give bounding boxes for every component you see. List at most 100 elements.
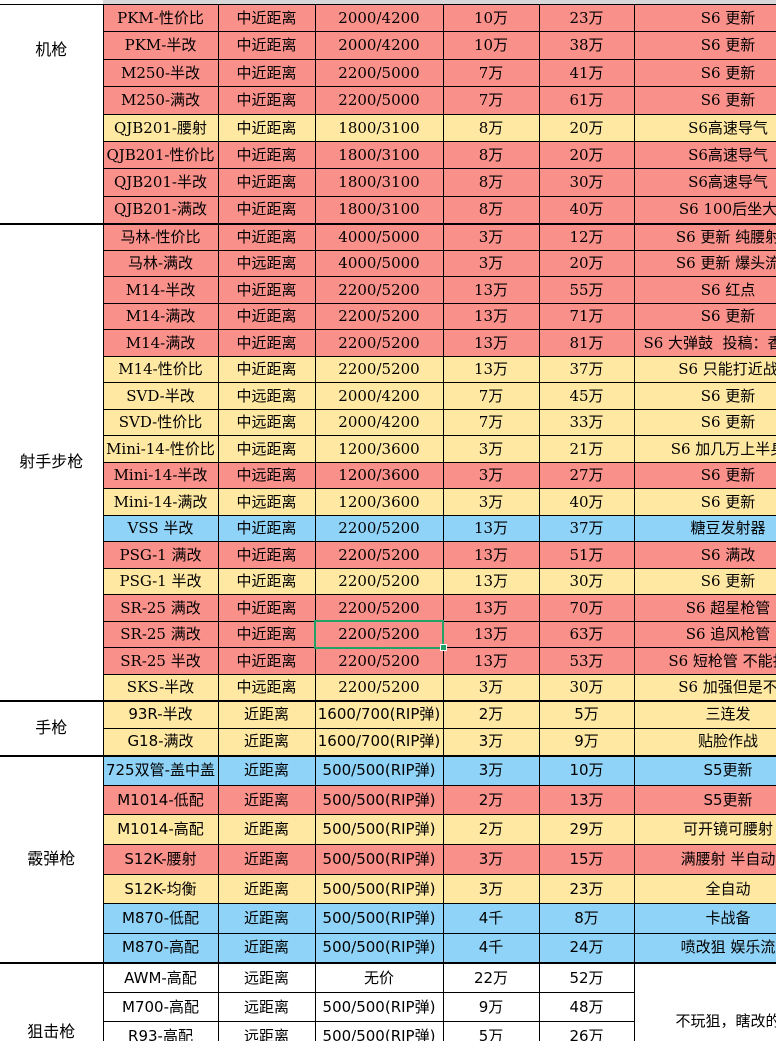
- cell-build-cost[interactable]: 3万: [442, 843, 540, 875]
- cell-build-cost[interactable]: 3万: [442, 673, 540, 702]
- cell-note[interactable]: S6 更新: [633, 488, 776, 516]
- cell-total-cost[interactable]: 41万: [538, 58, 635, 88]
- cell-ammo-price[interactable]: 2200/5200: [314, 355, 444, 384]
- cell-build-cost[interactable]: 7万: [442, 408, 540, 437]
- cell-total-cost[interactable]: 37万: [538, 514, 635, 543]
- cell-range[interactable]: 中近距离: [217, 567, 316, 596]
- cell-total-cost[interactable]: 8万: [538, 903, 635, 934]
- cell-range[interactable]: 中近距离: [217, 329, 316, 357]
- cell-weapon-name[interactable]: M700-高配: [102, 991, 219, 1023]
- cell-note[interactable]: 全自动: [633, 873, 776, 905]
- cell-weapon-name[interactable]: PSG-1 满改: [102, 541, 219, 569]
- cell-weapon-name[interactable]: G18-满改: [102, 727, 219, 757]
- cell-note[interactable]: S6 更新: [633, 86, 776, 115]
- cell-weapon-name[interactable]: M14-满改: [102, 302, 219, 331]
- cell-build-cost[interactable]: 3万: [442, 754, 540, 786]
- cell-note[interactable]: S6 超星枪管: [633, 594, 776, 622]
- cell-ammo-price[interactable]: 2200/5200: [314, 514, 444, 543]
- cell-ammo-price[interactable]: 4000/5000: [314, 222, 444, 251]
- cell-range[interactable]: 远距离: [217, 1021, 316, 1041]
- cell-total-cost[interactable]: 63万: [538, 620, 635, 649]
- cell-ammo-price[interactable]: 500/500(RIP弹): [314, 903, 444, 934]
- cell-build-cost[interactable]: 13万: [442, 329, 540, 357]
- cell-range[interactable]: 中近距离: [217, 3, 316, 33]
- cell-build-cost[interactable]: 8万: [442, 140, 540, 170]
- cell-total-cost[interactable]: 71万: [538, 302, 635, 331]
- cell-total-cost[interactable]: 20万: [538, 249, 635, 278]
- cell-build-cost[interactable]: 2万: [442, 699, 540, 729]
- cell-weapon-name[interactable]: QJB201-半改: [102, 168, 219, 197]
- cell-range[interactable]: 中远距离: [217, 488, 316, 516]
- cell-build-cost[interactable]: 13万: [442, 567, 540, 596]
- cell-ammo-price[interactable]: 2200/5200: [314, 302, 444, 331]
- cell-range[interactable]: 中近距离: [217, 222, 316, 251]
- cell-range[interactable]: 中近距离: [217, 140, 316, 170]
- cell-ammo-price[interactable]: 2200/5200: [314, 647, 444, 675]
- cell-note[interactable]: S6 满改: [633, 541, 776, 569]
- cell-build-cost[interactable]: 4千: [442, 932, 540, 964]
- cell-build-cost[interactable]: 7万: [442, 86, 540, 115]
- cell-total-cost[interactable]: 21万: [538, 435, 635, 463]
- cell-range[interactable]: 中近距离: [217, 86, 316, 115]
- cell-weapon-name[interactable]: Mini-14-半改: [102, 461, 219, 490]
- cell-note[interactable]: S6 红点: [633, 276, 776, 304]
- cell-ammo-price[interactable]: 2200/5000: [314, 86, 444, 115]
- cell-range[interactable]: 近距离: [217, 699, 316, 729]
- cell-range[interactable]: 近距离: [217, 754, 316, 786]
- cell-note[interactable]: S6 更新: [633, 31, 776, 60]
- cell-weapon-name[interactable]: QJB201-腰射: [102, 113, 219, 142]
- cell-range[interactable]: 中近距离: [217, 541, 316, 569]
- cell-total-cost[interactable]: 81万: [538, 329, 635, 357]
- cell-range[interactable]: 近距离: [217, 903, 316, 934]
- cell-build-cost[interactable]: 7万: [442, 382, 540, 410]
- cell-note[interactable]: 喷改狙 娱乐流: [633, 932, 776, 964]
- cell-ammo-price[interactable]: 500/500(RIP弹): [314, 784, 444, 816]
- cell-ammo-price[interactable]: 1200/3600: [314, 461, 444, 490]
- cell-total-cost[interactable]: 33万: [538, 408, 635, 437]
- cell-ammo-price[interactable]: 1800/3100: [314, 195, 444, 225]
- cell-note[interactable]: S6 更新: [633, 58, 776, 88]
- fill-handle[interactable]: [439, 644, 447, 652]
- cell-ammo-price[interactable]: 2200/5200: [314, 329, 444, 357]
- cell-ammo-price[interactable]: 500/500(RIP弹): [314, 754, 444, 786]
- cell-build-cost[interactable]: 3万: [442, 222, 540, 251]
- cell-build-cost[interactable]: 13万: [442, 620, 540, 649]
- cell-ammo-price[interactable]: 4000/5000: [314, 249, 444, 278]
- cell-range[interactable]: 近距离: [217, 814, 316, 845]
- cell-total-cost[interactable]: 23万: [538, 3, 635, 33]
- cell-total-cost[interactable]: 55万: [538, 276, 635, 304]
- cell-total-cost[interactable]: 13万: [538, 784, 635, 816]
- cell-ammo-price[interactable]: 无价: [314, 961, 444, 993]
- cell-weapon-name[interactable]: M250-半改: [102, 58, 219, 88]
- cell-note[interactable]: S6 100后坐大: [633, 195, 776, 225]
- cell-ammo-price[interactable]: 1200/3600: [314, 488, 444, 516]
- cell-total-cost[interactable]: 27万: [538, 461, 635, 490]
- cell-total-cost[interactable]: 30万: [538, 673, 635, 702]
- cell-total-cost[interactable]: 53万: [538, 647, 635, 675]
- cell-range[interactable]: 中远距离: [217, 673, 316, 702]
- cell-note[interactable]: S6 加几万上半身: [633, 435, 776, 463]
- cell-ammo-price[interactable]: 2200/5200: [314, 673, 444, 702]
- cell-range[interactable]: 近距离: [217, 843, 316, 875]
- cell-total-cost[interactable]: 9万: [538, 727, 635, 757]
- cell-build-cost[interactable]: 8万: [442, 195, 540, 225]
- cell-ammo-price[interactable]: 1600/700(RIP弹): [314, 727, 444, 757]
- cell-build-cost[interactable]: 8万: [442, 168, 540, 197]
- cell-weapon-name[interactable]: VSS 半改: [102, 514, 219, 543]
- cell-build-cost[interactable]: 13万: [442, 355, 540, 384]
- cell-note[interactable]: S6 更新: [633, 461, 776, 490]
- cell-total-cost[interactable]: 45万: [538, 382, 635, 410]
- cell-note[interactable]: 可开镜可腰射: [633, 814, 776, 845]
- cell-ammo-price[interactable]: 2000/4200: [314, 3, 444, 33]
- cell-note[interactable]: S6 加强但是不: [633, 673, 776, 702]
- cell-build-cost[interactable]: 4千: [442, 903, 540, 934]
- cell-build-cost[interactable]: 5万: [442, 1021, 540, 1041]
- cell-weapon-name[interactable]: M870-高配: [102, 932, 219, 964]
- cell-weapon-name[interactable]: PSG-1 半改: [102, 567, 219, 596]
- cell-total-cost[interactable]: 29万: [538, 814, 635, 845]
- cell-range[interactable]: 中远距离: [217, 249, 316, 278]
- cell-total-cost[interactable]: 30万: [538, 567, 635, 596]
- cell-weapon-name[interactable]: 725双管-盖中盖: [102, 754, 219, 786]
- category-cell[interactable]: 狙击枪: [0, 961, 104, 1041]
- cell-note[interactable]: S6 更新: [633, 3, 776, 33]
